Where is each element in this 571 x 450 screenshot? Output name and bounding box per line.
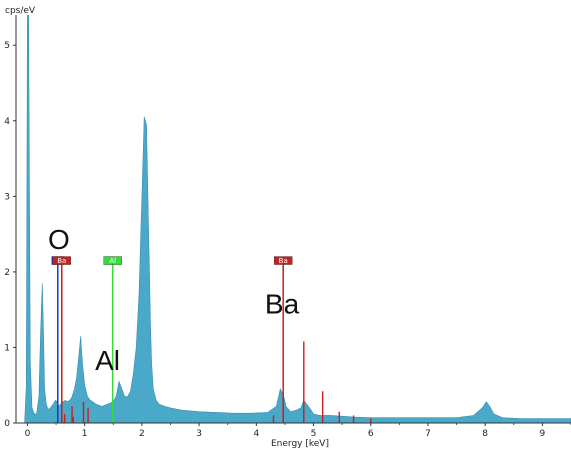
element-annotation: Al xyxy=(95,345,120,376)
element-tag-label: Al xyxy=(109,257,116,265)
x-tick-label: 1 xyxy=(82,429,88,439)
y-tick-label: 3 xyxy=(4,192,10,202)
y-tick-label: 5 xyxy=(4,41,10,51)
element-tag xyxy=(103,256,122,265)
x-tick-label: 5 xyxy=(311,429,317,439)
element-tag xyxy=(274,256,293,265)
element-tag-label: Ba xyxy=(57,257,66,265)
y-tick-label: 1 xyxy=(4,343,10,353)
y-tick-label: 4 xyxy=(4,117,10,127)
element-annotation: O xyxy=(48,224,70,255)
x-tick-label: 7 xyxy=(425,429,431,439)
y-axis-label: cps/eV xyxy=(5,6,36,16)
y-tick-label: 2 xyxy=(4,268,10,278)
element-tag xyxy=(52,256,71,265)
spectrum-area xyxy=(16,15,571,423)
element-annotation: Ba xyxy=(265,288,300,319)
x-tick-label: 2 xyxy=(139,429,145,439)
x-tick-label: 4 xyxy=(253,429,259,439)
y-tick-label: 0 xyxy=(4,419,10,429)
x-tick-label: 9 xyxy=(540,429,546,439)
x-tick-label: 8 xyxy=(482,429,488,439)
element-tag-label: Ba xyxy=(279,257,288,265)
x-tick-label: 0 xyxy=(25,429,31,439)
x-axis-label: Energy [keV] xyxy=(271,439,329,449)
plot-area: OBaAlBa0123450123456789OAlBa xyxy=(4,15,571,439)
x-tick-label: 6 xyxy=(368,429,374,439)
x-tick-label: 3 xyxy=(196,429,202,439)
